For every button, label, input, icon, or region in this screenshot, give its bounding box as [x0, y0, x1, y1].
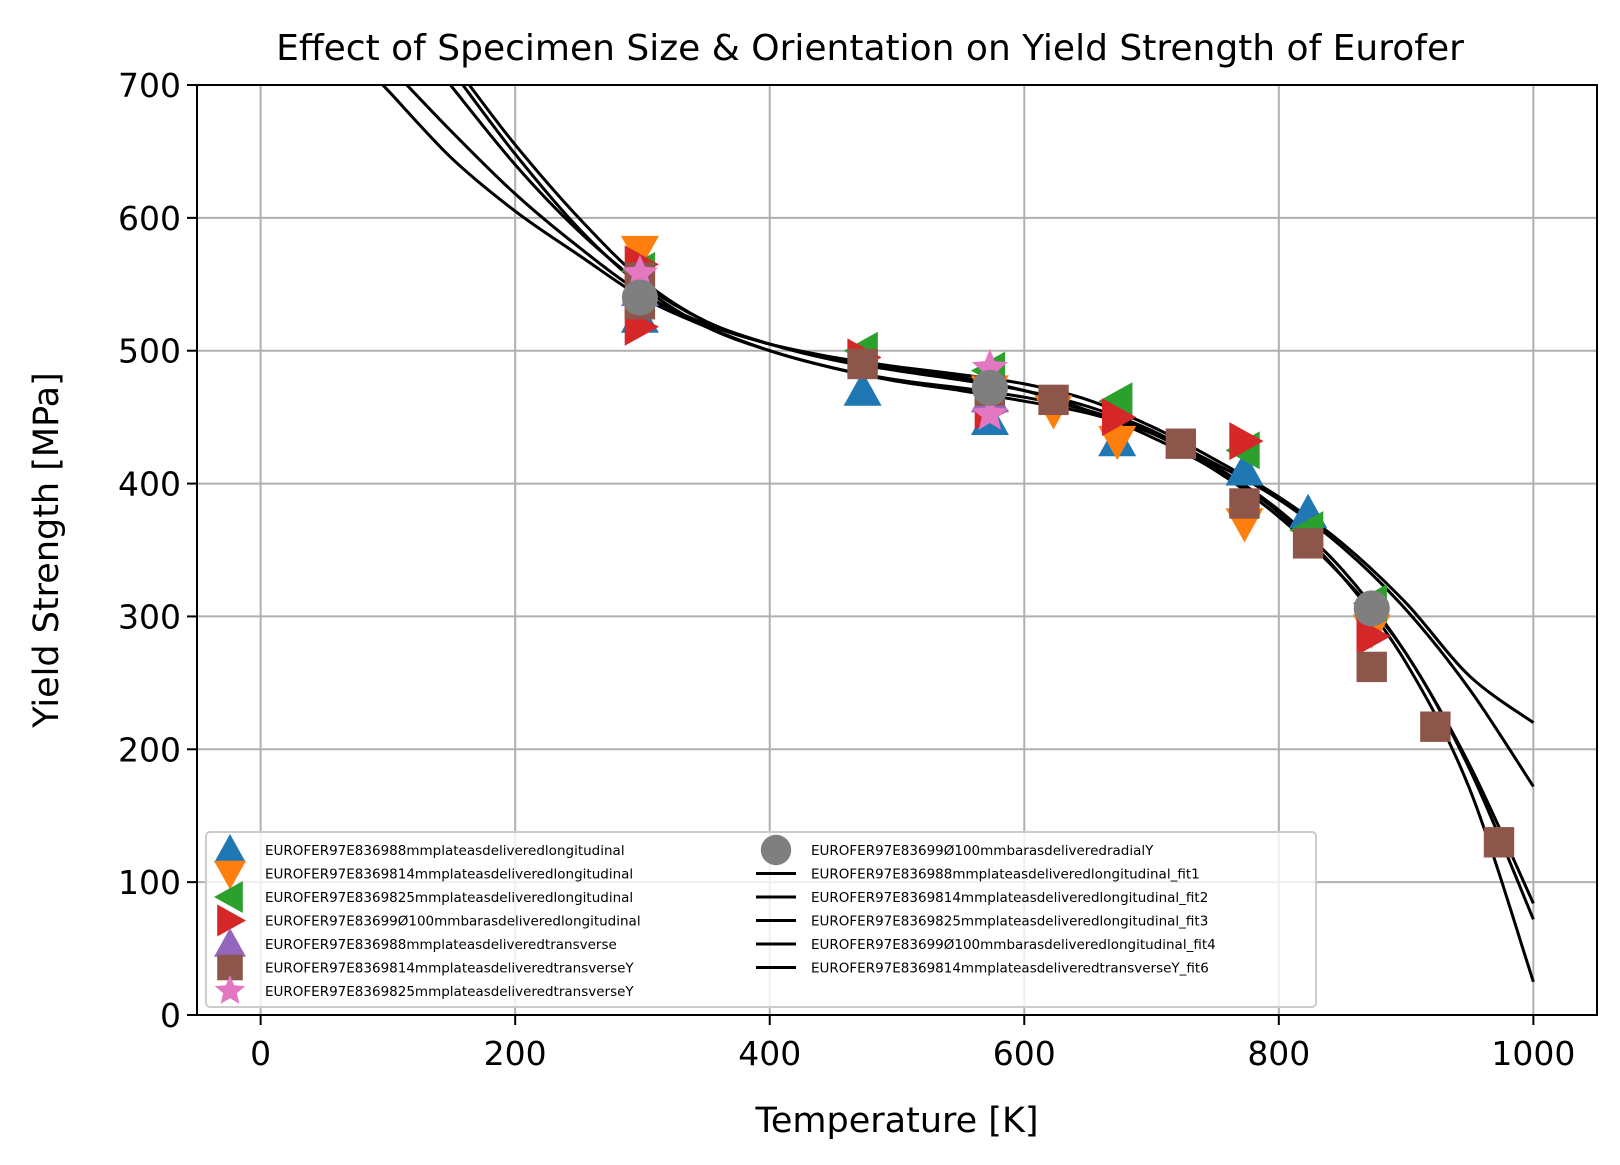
data-point-series-6	[847, 348, 878, 380]
legend-marker-series-3	[214, 881, 243, 913]
legend-label: EUROFER97E836988mmplateasdeliveredtransv…	[265, 937, 617, 953]
data-point-series-7	[971, 395, 1008, 430]
fit-line-2	[404, 85, 1535, 920]
x-axis-title: Temperature [K]	[754, 1101, 1038, 1141]
legend-label: EUROFER97E8369814mmplateasdeliveredtrans…	[811, 961, 1209, 977]
chart-title: Effect of Specimen Size & Orientation on…	[276, 28, 1464, 69]
y-tick-label: 600	[118, 199, 181, 238]
data-point-series-2	[620, 235, 659, 271]
legend-marker-series-4	[217, 904, 246, 937]
data-point-series-6	[1420, 711, 1451, 742]
y-tick-label: 0	[160, 996, 181, 1035]
data-point-series-4	[1356, 617, 1391, 656]
legend-label: EUROFER97E8369814mmplateasdeliveredlongi…	[811, 890, 1208, 906]
y-tick-label: 500	[118, 332, 181, 371]
data-point-series-4	[1229, 422, 1264, 461]
legend-marker-series-2	[214, 860, 246, 890]
data-points	[620, 235, 1515, 858]
data-point-series-6	[1229, 488, 1260, 519]
y-tick-label: 200	[118, 730, 181, 769]
legend: EUROFER97E836988mmplateasdeliveredlongit…	[205, 831, 1317, 1008]
y-axis-ticks: 0 100 200 300 400 500 600 700	[118, 66, 197, 1035]
data-point-series-6	[1038, 384, 1069, 416]
legend-label: EUROFER97E836988mmplateasdeliveredlongit…	[265, 843, 625, 859]
y-tick-label: 400	[118, 465, 181, 504]
legend-label: EUROFER97E8369814mmplateasdeliveredtrans…	[265, 961, 634, 977]
legend-label: EUROFER97E83699Ø100mmbarasdeliveredlongi…	[265, 914, 641, 930]
x-tick-label: 0	[250, 1034, 271, 1073]
legend-label: EUROFER97E8369825mmplateasdeliveredlongi…	[265, 890, 633, 906]
data-point-series-1	[843, 371, 882, 406]
x-tick-label: 600	[993, 1034, 1056, 1073]
data-point-series-2	[1098, 425, 1137, 461]
legend-label: EUROFER97E8369825mmplateasdeliveredtrans…	[265, 984, 634, 1000]
y-tick-label: 100	[118, 863, 181, 902]
legend-label: EUROFER97E83699Ø100mmbarasdeliveredradia…	[811, 843, 1154, 859]
legend-marker-series-8	[760, 834, 792, 866]
y-tick-label: 300	[118, 597, 181, 636]
legend-label: EUROFER97E8369825mmplateasdeliveredlongi…	[811, 914, 1208, 930]
x-tick-label: 400	[738, 1034, 801, 1073]
legend-label: EUROFER97E836988mmplateasdeliveredlongit…	[811, 867, 1200, 883]
legend-marker-series-1	[214, 834, 246, 863]
x-tick-label: 1000	[1491, 1034, 1575, 1073]
fit-line-1	[380, 85, 1535, 788]
data-point-series-6	[1165, 428, 1197, 459]
data-point-series-6	[1356, 651, 1387, 683]
data-point-series-8	[621, 279, 658, 316]
x-axis-ticks: 0 200 400 600 800 1000	[250, 1015, 1575, 1073]
data-point-series-4	[1102, 398, 1137, 437]
data-point-series-1	[1225, 451, 1264, 486]
legend-marker-series-5	[214, 928, 246, 957]
data-point-series-8	[1353, 590, 1390, 627]
data-point-series-8	[971, 369, 1008, 406]
legend-marker-series-7	[214, 975, 246, 1004]
y-axis-title: Yield Strength [MPa]	[27, 372, 67, 728]
x-tick-label: 200	[484, 1034, 547, 1073]
y-tick-label: 700	[118, 66, 181, 105]
data-point-series-6	[1292, 528, 1324, 559]
plot-frame	[196, 84, 1598, 1016]
data-point-series-7	[621, 254, 658, 289]
legend-label: EUROFER97E8369814mmplateasdeliveredlongi…	[265, 867, 633, 883]
data-point-series-6	[1483, 827, 1515, 858]
fit-line-3	[448, 85, 1535, 905]
legend-label: EUROFER97E83699Ø100mmbarasdeliveredlongi…	[811, 937, 1216, 953]
x-tick-label: 800	[1247, 1034, 1310, 1073]
